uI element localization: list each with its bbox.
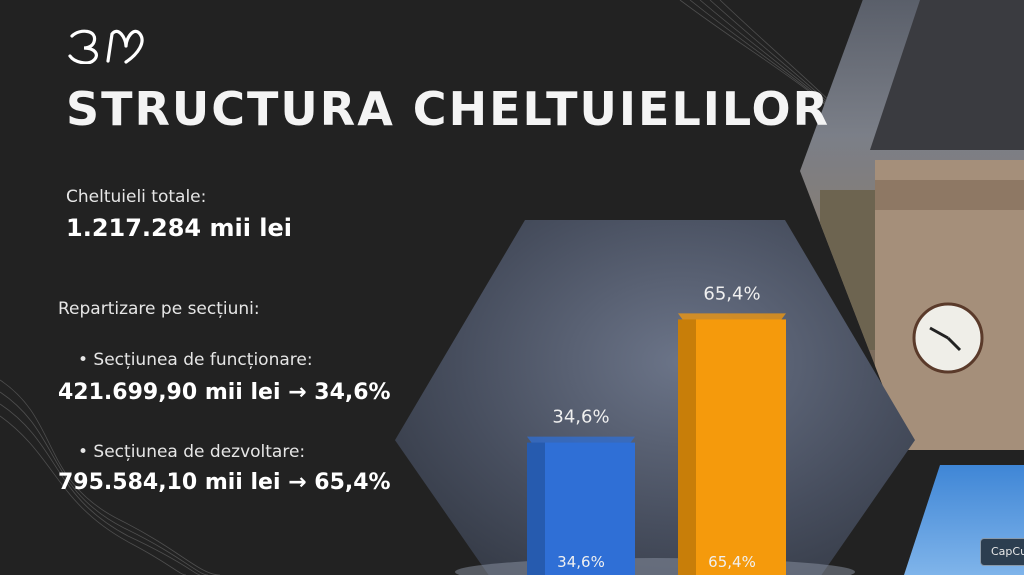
section-development-name: • Secțiunea de dezvoltare: [78,442,306,462]
split-label: Repartizare pe secțiuni: [58,299,260,319]
capcut-button[interactable]: CapCut [980,538,1024,566]
bar-operating-top-label: 34,6% [552,407,609,428]
bar-chart: 34,6% 34,6% 65,4% 65,4% [455,283,855,575]
bar-operating-base-label: 34,6% [557,553,605,571]
total-label: Cheltuieli totale: [66,187,207,207]
bar-development-base-label: 65,4% [708,553,756,571]
tower-illustration [820,0,1024,450]
section-development-value: 795.584,10 mii lei → 65,4% [58,470,391,495]
total-value: 1.217.284 mii lei [66,214,293,242]
bar-development-top-label: 65,4% [703,283,760,304]
page-title: STRUCTURA CHELTUIELILOR [66,82,831,136]
section-operating-value: 421.699,90 mii lei → 34,6% [58,380,391,405]
bar-operating [527,436,635,575]
bar-development [678,313,786,575]
section-operating-name: • Secțiunea de funcționare: [78,350,313,370]
brand-logo-icon [68,29,144,64]
chart-floor [455,558,855,575]
